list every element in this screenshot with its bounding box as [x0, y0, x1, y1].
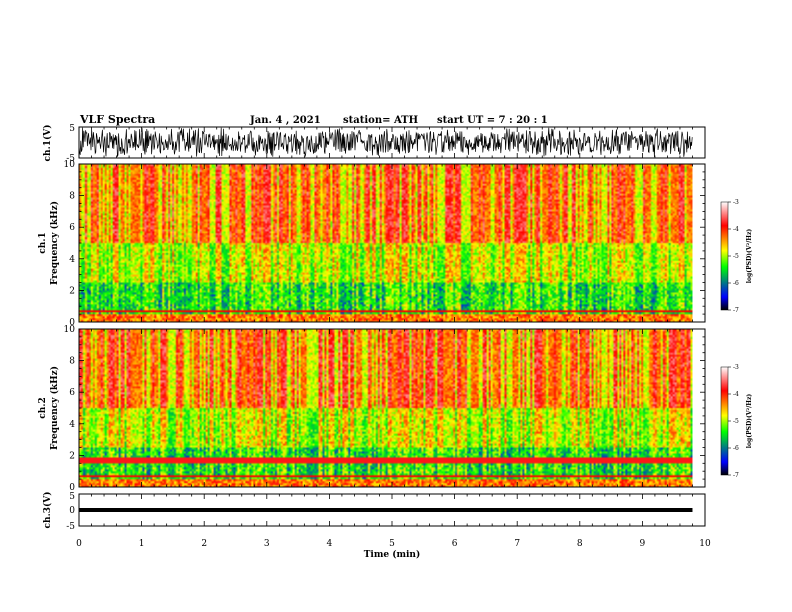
frequency-tick-label: 6 [69, 223, 75, 233]
ch1-ytick-top: 5 [69, 124, 75, 134]
frequency-tick-label: 0 [69, 483, 75, 493]
ch2-frequency-axis-label: Frequency (kHz) [49, 366, 60, 450]
ch1-spectrogram-image [79, 164, 693, 322]
ch3-ytick-top: 5 [69, 492, 75, 502]
ch2-frequency-ticks: 0 2 4 6 8 10 [64, 325, 705, 493]
time-tick-label: 2 [201, 539, 207, 549]
time-tick-label: 0 [76, 539, 82, 549]
colorbar-tick-label: -5 [733, 253, 739, 260]
frequency-tick-label: 10 [64, 160, 76, 170]
ch1-frequency-ticks: 0 2 4 6 8 10 [64, 160, 705, 328]
time-tick-label: 7 [514, 539, 520, 549]
ch2-channel-label: ch.2 [38, 397, 48, 418]
frequency-tick-label: 2 [69, 286, 75, 296]
ch1-frequency-axis-label: Frequency (kHz) [49, 201, 60, 285]
frequency-tick-label: 2 [69, 451, 75, 461]
ch3-ytick-mid: 0 [69, 506, 75, 516]
colorbar-tick-label: -3 [733, 364, 739, 371]
colorbar-tick-label: -3 [733, 199, 739, 206]
frequency-tick-label: 8 [69, 357, 75, 367]
frequency-tick-label: 10 [64, 325, 76, 335]
ch2-colorbar-gradient [720, 366, 729, 476]
station-label: station= ATH [343, 115, 418, 126]
time-tick-label: 10 [699, 539, 711, 549]
ch1-waveform-trace [78, 127, 693, 157]
ch3-ytick-bottom: -5 [66, 522, 75, 532]
ch1-waveform-time-ticks [78, 127, 706, 158]
time-tick-label: 8 [577, 539, 583, 549]
ch1-colorbar-gradient [720, 201, 729, 311]
frequency-tick-label: 8 [69, 192, 75, 202]
ch1-waveform-panel: 5 -5 ch.1(V) [42, 124, 706, 164]
time-tick-label: 9 [640, 539, 646, 549]
ch3-waveform-ylabel: ch.3(V) [42, 492, 53, 529]
ch2-colorbar: -3 -4 -5 -6 -7 log(PSD)(V²/Hz) [720, 364, 753, 479]
colorbar-tick-label: -5 [733, 418, 739, 425]
colorbar-tick-label: -6 [733, 445, 739, 452]
time-tick-label: 6 [452, 539, 458, 549]
date-label: Jan. 4 , 2021 [249, 115, 321, 126]
ch1-waveform-ylabel: ch.1(V) [42, 125, 53, 162]
start-time-label: start UT = 7 : 20 : 1 [437, 115, 548, 126]
ch2-spectrogram-panel: 0 2 4 6 8 10 ch.2 Frequency (kHz) [38, 325, 706, 493]
colorbar-tick-label: -4 [733, 391, 739, 398]
time-axis-tick-labels: 0 1 2 3 4 5 6 7 8 9 10 [76, 539, 711, 549]
ch1-colorbar-ticks: -3 -4 -5 -6 -7 [728, 199, 739, 314]
frequency-tick-label: 6 [69, 388, 75, 398]
ch1-ytick-bottom: -5 [66, 154, 75, 164]
colorbar-tick-label: -7 [733, 472, 739, 479]
ch1-colorbar: -3 -4 -5 -6 -7 log(PSD)(V²/Hz) [720, 199, 753, 314]
colorbar-tick-label: -4 [733, 226, 739, 233]
colorbar-tick-label: -7 [733, 307, 739, 314]
frequency-tick-label: 0 [69, 318, 75, 328]
time-tick-label: 1 [139, 539, 145, 549]
ch2-spectrogram-image [79, 329, 693, 487]
ch3-waveform-time-ticks [78, 494, 706, 526]
colorbar-tick-label: -6 [733, 280, 739, 287]
ch1-channel-label: ch.1 [38, 232, 48, 253]
time-axis-label: Time (min) [364, 549, 421, 560]
figure-title: VLF Spectra [79, 113, 155, 126]
frequency-tick-label: 4 [69, 255, 75, 265]
time-tick-label: 5 [389, 539, 395, 549]
ch2-colorbar-ticks: -3 -4 -5 -6 -7 [728, 364, 739, 479]
ch1-spectrogram-time-ticks [78, 164, 706, 322]
ch2-colorbar-label: log(PSD)(V²/Hz) [746, 394, 753, 449]
ch1-spectrogram-panel: 0 2 4 6 8 10 ch.1 Frequency (kHz) [38, 160, 706, 328]
frequency-tick-label: 4 [69, 420, 75, 430]
ch3-waveform-panel: 5 0 -5 ch.3(V) [42, 492, 706, 532]
ch2-spectrogram-time-ticks [78, 329, 706, 487]
time-tick-label: 4 [327, 539, 333, 549]
time-tick-label: 3 [264, 539, 270, 549]
ch1-colorbar-label: log(PSD)(V²/Hz) [746, 229, 753, 284]
